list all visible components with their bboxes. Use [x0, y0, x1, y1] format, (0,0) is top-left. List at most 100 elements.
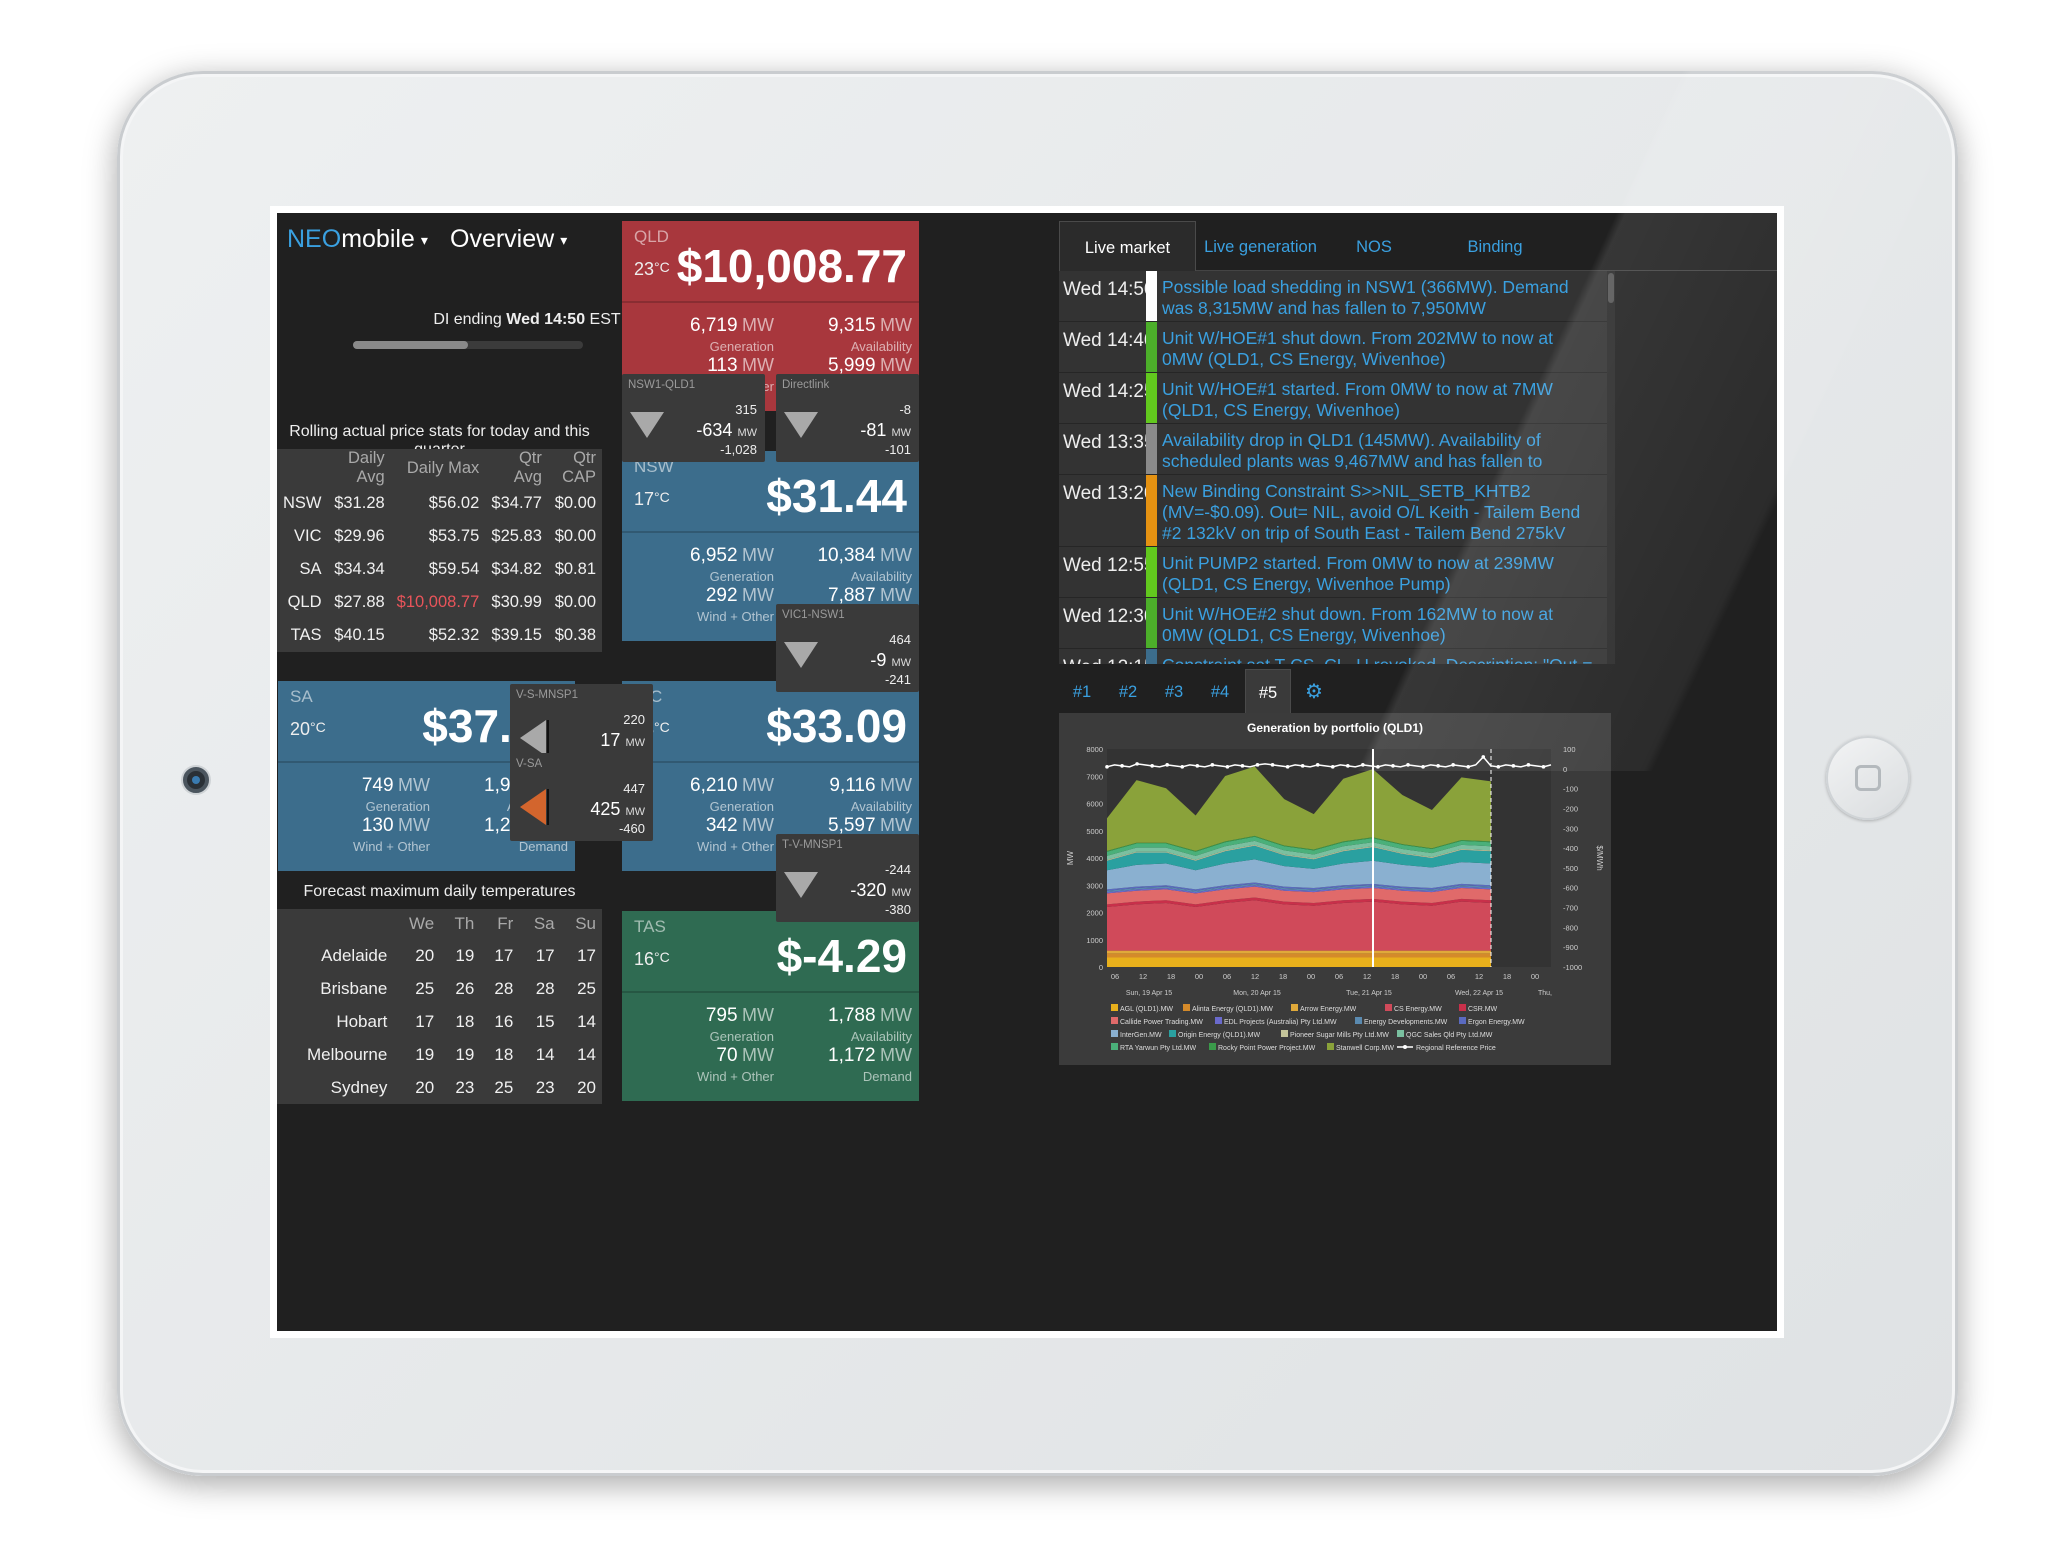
stat-label: Generation	[365, 799, 430, 814]
stat-row: 9,315 MW	[772, 315, 912, 337]
flow-value: -634	[696, 420, 733, 440]
home-button[interactable]	[1826, 736, 1910, 820]
interconnector-nsw1-qld1[interactable]: NSW1-QLD1 315 -634 MW -1,028	[622, 374, 765, 462]
event-text[interactable]: New Binding Constraint S>>NIL_SETB_KHTB2…	[1162, 481, 1581, 564]
temp-unit: °C	[654, 719, 670, 735]
tab-live-generation[interactable]: Live generation	[1204, 238, 1317, 256]
market-event-row[interactable]: Wed 12:55 Unit PUMP2 started. From 0MW to…	[1059, 547, 1607, 598]
stat-row: 795 MW	[634, 1005, 774, 1027]
dispatch-interval: DI ending Wed 14:50 EST	[397, 311, 657, 329]
y2-tick-label: 100	[1563, 745, 1576, 754]
interconnector-t-v-mnsp1[interactable]: T-V-MNSP1 -244 -320 MW -380	[776, 834, 919, 922]
market-event-row[interactable]: Wed 14:40 Unit W/HOE#1 shut down. From 20…	[1059, 322, 1607, 373]
forecast-row: Brisbane 25 26 28 28 25	[277, 972, 602, 1005]
region-price: $-4.29	[776, 930, 907, 982]
market-event-row[interactable]: Wed 14:50 Possible load shedding in NSW1 …	[1059, 271, 1607, 322]
stat-avail: 9,315 MW Availability	[772, 315, 912, 354]
arrow-down-icon	[784, 642, 818, 668]
area-series	[1107, 766, 1491, 851]
market-event-row[interactable]: Wed 12:30 Unit W/HOE#2 shut down. From 16…	[1059, 598, 1607, 649]
event-time: Wed 12:30	[1063, 606, 1155, 627]
x-tick-label: 06	[1223, 972, 1231, 981]
price-point	[1105, 765, 1109, 769]
event-text[interactable]: Unit PUMP2 started. From 0MW to now at 2…	[1162, 553, 1554, 594]
tab-nos-outages[interactable]: NOS outages	[1345, 238, 1404, 308]
market-event-row[interactable]: Wed 14:25 Unit W/HOE#1 started. From 0MW …	[1059, 373, 1607, 424]
interconnector-max: 315	[735, 402, 757, 417]
event-text[interactable]: Unit W/HOE#2 shut down. From 162MW to no…	[1162, 604, 1553, 645]
chart-tab-5[interactable]: #5	[1245, 669, 1291, 713]
market-event-row[interactable]: Wed 12:15 Constraint set T-CS_CL_U revoke…	[1059, 649, 1607, 664]
event-color-bar	[1146, 322, 1157, 372]
chart-title: Generation by portfolio (QLD1)	[1247, 721, 1423, 735]
legend-label: Stanwell Corp.MW	[1336, 1045, 1394, 1052]
forecast-table: We Th Fr Sa Su Adelaide 20 19 17 17 17 Brisbane 25 26…	[277, 909, 602, 1104]
forecast-temp: 14	[577, 1044, 596, 1064]
chart-tab-1[interactable]: #1	[1072, 683, 1092, 701]
stat-gen: 6,952 MW Generation	[634, 545, 774, 584]
stat-value: 795	[705, 1005, 738, 1026]
arrow-down-icon	[784, 412, 818, 438]
area-series	[1107, 900, 1491, 951]
stats-row: NSW $31.28 $56.02 $34.77 $0.00	[277, 487, 602, 520]
events-scrollbar[interactable]	[1607, 271, 1615, 664]
forecast-col-header: Sa	[533, 914, 555, 933]
price-point	[1120, 764, 1124, 768]
events-scroll-thumb[interactable]	[1608, 273, 1614, 303]
interconnector-v-sa[interactable]: V-SA 447 425 MW -460	[510, 753, 653, 841]
event-color-bar	[1146, 373, 1157, 423]
forecast-temp: 18	[494, 1044, 514, 1064]
region-card-tas[interactable]: TAS 16°C $-4.29 795 MW Generation 1,788 MW Ava…	[622, 911, 919, 1101]
region-card-nsw[interactable]: NSW 17°C $31.44 6,952 MW Generation 10,384 MW…	[622, 451, 919, 641]
stat-unit: MW	[742, 545, 774, 565]
interconnector-directlink[interactable]: Directlink -8 -81 MW -101	[776, 374, 919, 462]
stat-avail: 9,116 MW Availability	[772, 775, 912, 814]
forecast-temp: 25	[415, 978, 435, 998]
region-price: $31.44	[766, 470, 907, 522]
stats-col-header	[277, 449, 328, 487]
interconnector-name: VIC1-NSW1	[782, 609, 845, 621]
forecast-col-header: We	[409, 914, 435, 933]
event-text[interactable]: Unit W/HOE#1 started. From 0MW to now at…	[1162, 379, 1553, 420]
interconnector-vic1-nsw1[interactable]: VIC1-NSW1 464 -9 MW -241	[776, 604, 919, 692]
forecast-temp: 23	[455, 1077, 475, 1097]
tab-live-market-events[interactable]: Live market events	[1059, 221, 1196, 309]
card-divider	[622, 531, 919, 533]
flow-unit: MW	[891, 427, 911, 439]
y2-tick-label: 0	[1563, 765, 1567, 774]
stats-value: $34.82	[491, 560, 542, 578]
tab-binding-constraints[interactable]: Binding constraints	[1455, 238, 1535, 308]
stat-unit: MW	[880, 545, 912, 565]
chart-tabs: #1 #2 #3 #4 #5 ⚙	[1059, 669, 1777, 713]
x-tick-label: 18	[1279, 972, 1287, 981]
stats-value: $10,008.77	[396, 593, 480, 611]
legend-swatch	[1169, 1030, 1176, 1037]
y-tick-label: 4000	[1086, 854, 1103, 863]
chart-tab-2[interactable]: #2	[1118, 683, 1138, 701]
event-text[interactable]: Constraint set T-CS_CL_U revoked. Descri…	[1162, 655, 1597, 664]
legend-label: Callide Power Trading.MW	[1120, 1019, 1203, 1026]
gear-icon[interactable]: ⚙	[1305, 681, 1323, 703]
page-selector[interactable]: Overview ▾	[450, 225, 567, 254]
market-event-row[interactable]: Wed 13:20 New Binding Constraint S>>NIL_S…	[1059, 475, 1607, 564]
chart-tab-3[interactable]: #3	[1164, 683, 1184, 701]
x-tick-label: 06	[1111, 972, 1119, 981]
event-time: Wed 14:50	[1063, 279, 1155, 300]
y-tick-label: 0	[1099, 963, 1103, 972]
event-text[interactable]: Unit W/HOE#1 shut down. From 202MW to no…	[1162, 328, 1553, 369]
chart-tab-4[interactable]: #4	[1210, 683, 1230, 701]
market-event-row[interactable]: Wed 13:35 Availability drop in QLD1 (145M…	[1059, 424, 1607, 492]
interconnector-min: -101	[884, 442, 911, 457]
event-text[interactable]: Possible load shedding in NSW1 (366MW). …	[1162, 277, 1569, 318]
stats-row: QLD $27.88 $10,008.77 $30.99 $0.00	[277, 586, 602, 619]
di-time: Wed 14:50	[506, 311, 586, 328]
legend-label: EDL Projects (Australia) Pty Ltd.MW	[1224, 1019, 1337, 1026]
stats-value: $25.83	[491, 527, 542, 545]
x-tick-label: 18	[1391, 972, 1399, 981]
stat-label: Generation	[709, 339, 774, 354]
stat-wind: 130 MW Wind + Other	[290, 815, 430, 854]
brand-menu[interactable]: NEOmobile ▾	[287, 225, 428, 254]
stats-value: $53.75	[428, 527, 480, 545]
forecast-city: Hobart	[336, 1011, 388, 1031]
forecast-city: Sydney	[330, 1077, 388, 1097]
